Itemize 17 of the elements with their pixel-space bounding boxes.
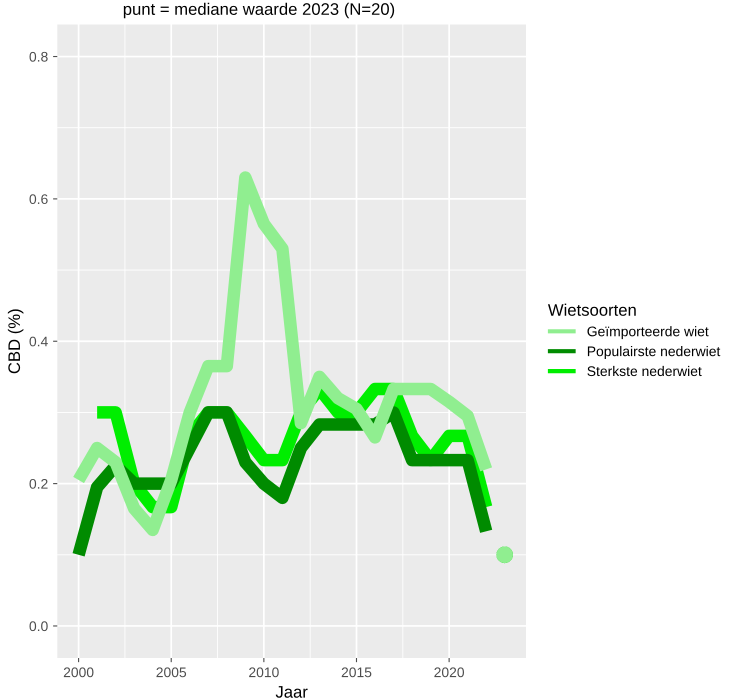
x-axis-title: Jaar <box>276 686 308 698</box>
y-axis-title: CBD (%) <box>8 309 24 374</box>
y-tick-label: 0.8 <box>29 52 48 62</box>
legend-title: Wietsoorten <box>548 304 636 316</box>
x-tick-label: 2000 <box>64 667 94 678</box>
legend-label: Populairste nederwiet <box>588 346 720 359</box>
y-tick-label: 0.0 <box>29 621 48 632</box>
chart-title: punt = mediane waarde 2023 (N=20) <box>124 2 394 18</box>
x-tick-label: 2015 <box>342 667 372 678</box>
legend-label: Sterkste nederwiet <box>587 366 702 376</box>
y-tick-label: 0.4 <box>29 336 48 346</box>
y-tick-label: 0.2 <box>29 478 48 489</box>
legend-label: Geïmporteerde wiet <box>587 326 709 340</box>
x-tick-label: 2005 <box>156 667 186 678</box>
y-tick-label: 0.6 <box>29 194 48 204</box>
x-tick-label: 2010 <box>249 667 279 678</box>
x-tick-label: 2020 <box>434 667 464 678</box>
